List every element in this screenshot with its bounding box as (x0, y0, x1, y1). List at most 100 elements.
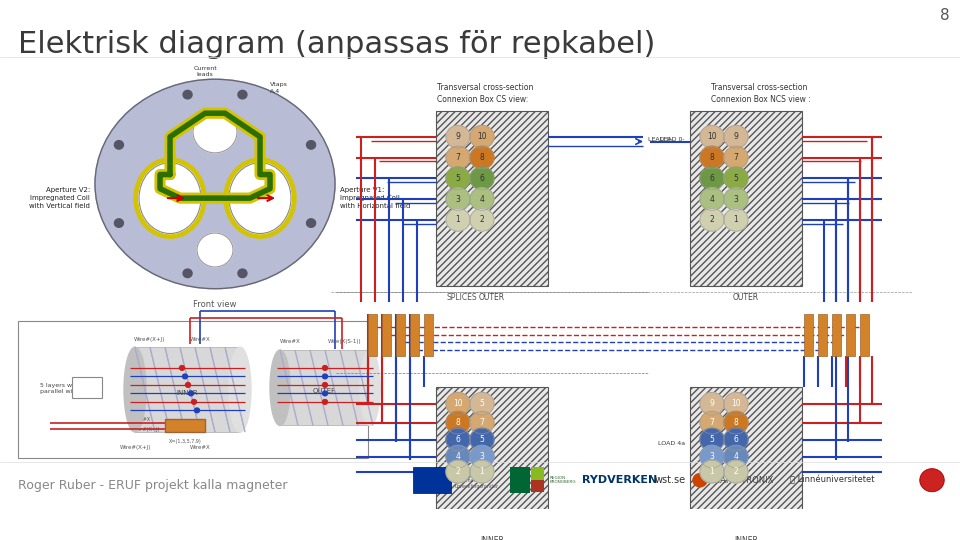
Circle shape (183, 90, 192, 99)
Text: Wire#X: Wire#X (279, 339, 300, 345)
Text: 1: 1 (480, 467, 485, 476)
Circle shape (470, 411, 494, 434)
Text: 4: 4 (480, 194, 485, 204)
Bar (165, 419, 205, 432)
Text: 9: 9 (709, 399, 714, 408)
Text: 7: 7 (733, 153, 738, 162)
Ellipse shape (224, 158, 296, 238)
Text: 4: 4 (456, 452, 461, 461)
Text: Wire#X: Wire#X (190, 446, 210, 450)
Text: Wire #(X+J): Wire #(X+J) (130, 427, 159, 432)
Text: Transversal cross-section
Connexion Box NCS view :: Transversal cross-section Connexion Box … (711, 83, 811, 104)
Circle shape (724, 411, 748, 434)
Text: Wire#(X+J): Wire#(X+J) (134, 336, 166, 341)
Bar (413, 467, 451, 494)
Circle shape (470, 446, 494, 468)
Text: LEAD 0-: LEAD 0- (648, 137, 673, 142)
Text: Wire #X: Wire #X (130, 417, 150, 422)
Circle shape (114, 219, 124, 227)
Circle shape (323, 366, 327, 370)
Circle shape (188, 391, 194, 396)
Text: RYDVERKEN: RYDVERKEN (582, 475, 658, 485)
Text: Wire#(X+J): Wire#(X+J) (119, 446, 151, 450)
Text: Aperture V2:
Impregnated Coil
with Vertical field: Aperture V2: Impregnated Coil with Verti… (29, 187, 90, 209)
Text: SPLICES: SPLICES (446, 293, 477, 302)
Circle shape (470, 188, 494, 211)
Text: 7: 7 (456, 153, 461, 162)
Circle shape (700, 146, 724, 169)
Text: 4: 4 (709, 194, 714, 204)
Text: 9: 9 (456, 132, 461, 141)
Circle shape (195, 408, 200, 413)
Ellipse shape (139, 163, 201, 233)
Circle shape (724, 393, 748, 415)
Text: 6: 6 (456, 435, 461, 444)
Text: 2: 2 (456, 467, 461, 476)
Circle shape (446, 146, 470, 169)
Text: 3: 3 (709, 452, 714, 461)
Ellipse shape (134, 158, 206, 238)
Text: 8: 8 (456, 418, 461, 427)
Circle shape (470, 208, 494, 231)
Bar (18, 321, 368, 457)
Circle shape (470, 125, 494, 148)
Circle shape (323, 374, 327, 379)
Text: 7: 7 (480, 418, 485, 427)
Text: 5 layers with 2
parallel wires: 5 layers with 2 parallel wires (40, 383, 86, 395)
Text: V₂: V₂ (152, 191, 168, 205)
Circle shape (446, 188, 470, 211)
Circle shape (180, 366, 184, 370)
Text: OUTER: OUTER (313, 388, 337, 394)
Text: 5: 5 (480, 399, 485, 408)
Ellipse shape (139, 163, 201, 233)
Circle shape (182, 374, 187, 379)
Text: Front view: Front view (193, 300, 237, 309)
Text: 5 X: 5 X (78, 383, 96, 393)
Text: 3: 3 (480, 452, 485, 461)
Bar (860, 314, 869, 356)
Circle shape (700, 446, 724, 468)
Bar (410, 314, 419, 356)
Circle shape (470, 146, 494, 169)
Text: 10: 10 (708, 132, 717, 141)
Text: 8: 8 (941, 8, 950, 23)
Circle shape (700, 461, 724, 483)
Text: 1: 1 (456, 215, 461, 224)
Circle shape (700, 188, 724, 211)
Text: 10: 10 (477, 132, 487, 141)
Circle shape (193, 111, 237, 153)
Ellipse shape (270, 350, 290, 426)
Circle shape (724, 446, 748, 468)
Circle shape (323, 400, 327, 404)
Ellipse shape (229, 163, 291, 233)
Circle shape (724, 167, 748, 190)
Text: 10: 10 (732, 399, 741, 408)
Ellipse shape (95, 79, 335, 289)
Circle shape (446, 428, 470, 451)
Circle shape (724, 188, 748, 211)
Circle shape (920, 469, 944, 491)
Bar (436, 111, 548, 286)
Bar (280, 350, 370, 426)
Circle shape (724, 461, 748, 483)
Bar (396, 314, 405, 356)
Text: 3: 3 (733, 194, 738, 204)
Circle shape (323, 391, 327, 396)
Text: 7: 7 (709, 418, 714, 427)
Circle shape (700, 393, 724, 415)
Circle shape (700, 428, 724, 451)
Text: SCANDITRONIX: SCANDITRONIX (710, 476, 775, 485)
Ellipse shape (360, 350, 380, 426)
Text: 8: 8 (733, 418, 738, 427)
Bar (424, 314, 433, 356)
Text: Europeiska
regionala
utvecklingsfonder: Europeiska regionala utvecklingsfonder (455, 471, 499, 489)
Circle shape (306, 140, 316, 149)
Text: Elektrisk diagram (anpassas för repkabel): Elektrisk diagram (anpassas för repkabel… (18, 30, 656, 59)
Circle shape (446, 411, 470, 434)
Circle shape (446, 208, 470, 231)
Bar (690, 387, 802, 528)
Text: 10: 10 (453, 399, 463, 408)
Bar (436, 387, 548, 528)
Text: 5: 5 (709, 435, 714, 444)
Circle shape (197, 233, 233, 267)
